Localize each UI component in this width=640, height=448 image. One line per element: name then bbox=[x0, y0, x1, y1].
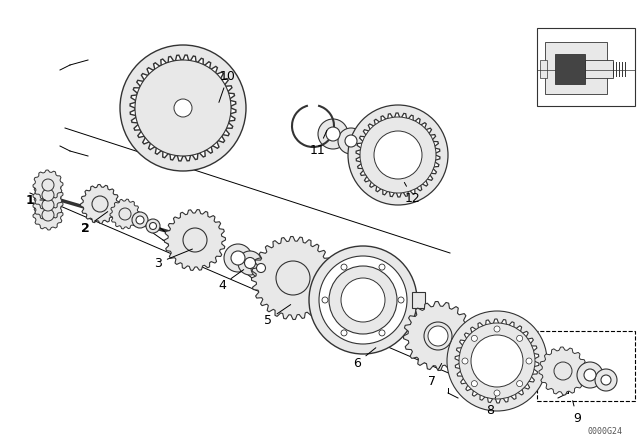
Circle shape bbox=[379, 330, 385, 336]
Text: 3: 3 bbox=[154, 249, 193, 270]
Circle shape bbox=[459, 323, 535, 399]
Circle shape bbox=[494, 326, 500, 332]
Text: 6: 6 bbox=[353, 348, 376, 370]
Text: 0000G24: 0000G24 bbox=[588, 427, 623, 436]
Circle shape bbox=[362, 142, 372, 152]
Circle shape bbox=[309, 246, 417, 354]
Polygon shape bbox=[455, 319, 539, 403]
Circle shape bbox=[42, 209, 54, 221]
Circle shape bbox=[584, 369, 596, 381]
Circle shape bbox=[132, 212, 148, 228]
Text: 10: 10 bbox=[219, 69, 236, 103]
Circle shape bbox=[341, 330, 347, 336]
Circle shape bbox=[516, 381, 523, 387]
Circle shape bbox=[257, 263, 266, 272]
Circle shape bbox=[601, 375, 611, 385]
Circle shape bbox=[374, 131, 422, 179]
Text: 1: 1 bbox=[26, 194, 45, 207]
Circle shape bbox=[428, 326, 448, 346]
Text: 2: 2 bbox=[81, 211, 108, 234]
Polygon shape bbox=[150, 76, 216, 141]
Circle shape bbox=[42, 179, 54, 191]
Circle shape bbox=[146, 219, 160, 233]
Text: 9: 9 bbox=[573, 401, 581, 425]
Text: 11: 11 bbox=[310, 130, 327, 156]
Circle shape bbox=[135, 60, 231, 156]
Circle shape bbox=[348, 105, 448, 205]
Bar bbox=[545, 42, 607, 94]
Polygon shape bbox=[403, 302, 472, 370]
Polygon shape bbox=[81, 185, 120, 224]
Circle shape bbox=[120, 45, 246, 171]
Bar bbox=[537, 331, 635, 401]
Polygon shape bbox=[539, 347, 587, 395]
Circle shape bbox=[136, 216, 144, 224]
Bar bbox=[537, 28, 635, 106]
Text: 8: 8 bbox=[486, 396, 496, 417]
Polygon shape bbox=[164, 210, 225, 271]
Circle shape bbox=[516, 336, 523, 341]
Circle shape bbox=[595, 369, 617, 391]
Circle shape bbox=[471, 335, 523, 387]
Circle shape bbox=[379, 264, 385, 270]
Circle shape bbox=[577, 362, 603, 388]
Polygon shape bbox=[130, 55, 236, 161]
Bar bbox=[555, 54, 585, 84]
Circle shape bbox=[462, 358, 468, 364]
Circle shape bbox=[341, 278, 385, 322]
Polygon shape bbox=[110, 199, 140, 229]
Circle shape bbox=[238, 251, 262, 275]
Polygon shape bbox=[33, 190, 63, 220]
Text: 7: 7 bbox=[428, 363, 442, 388]
Circle shape bbox=[360, 117, 436, 193]
Circle shape bbox=[494, 390, 500, 396]
Circle shape bbox=[92, 196, 108, 212]
Circle shape bbox=[338, 128, 364, 154]
Polygon shape bbox=[33, 200, 63, 230]
Circle shape bbox=[150, 223, 157, 229]
Circle shape bbox=[424, 322, 452, 350]
Circle shape bbox=[224, 244, 252, 272]
Circle shape bbox=[341, 264, 347, 270]
Polygon shape bbox=[356, 113, 440, 197]
Circle shape bbox=[554, 362, 572, 380]
Circle shape bbox=[472, 381, 477, 387]
Circle shape bbox=[472, 336, 477, 341]
Circle shape bbox=[170, 95, 196, 121]
Circle shape bbox=[318, 119, 348, 149]
Bar bbox=[585, 60, 613, 78]
Text: 12: 12 bbox=[404, 182, 421, 204]
Polygon shape bbox=[252, 237, 335, 319]
Circle shape bbox=[398, 297, 404, 303]
Polygon shape bbox=[33, 170, 63, 200]
Circle shape bbox=[119, 208, 131, 220]
Circle shape bbox=[319, 256, 407, 344]
Circle shape bbox=[326, 127, 340, 141]
Text: 4: 4 bbox=[218, 270, 244, 292]
Circle shape bbox=[329, 266, 397, 334]
Polygon shape bbox=[33, 180, 63, 210]
Circle shape bbox=[322, 297, 328, 303]
Circle shape bbox=[356, 136, 378, 158]
Circle shape bbox=[345, 135, 357, 147]
Circle shape bbox=[183, 228, 207, 252]
Circle shape bbox=[276, 261, 310, 295]
Circle shape bbox=[174, 99, 192, 117]
Circle shape bbox=[447, 311, 547, 411]
Circle shape bbox=[526, 358, 532, 364]
Circle shape bbox=[231, 251, 245, 265]
Circle shape bbox=[42, 199, 54, 211]
Bar bbox=[540, 60, 547, 78]
Circle shape bbox=[251, 258, 271, 278]
Text: 5: 5 bbox=[264, 305, 291, 327]
Circle shape bbox=[42, 189, 54, 201]
Bar bbox=[412, 292, 425, 308]
Circle shape bbox=[244, 258, 255, 268]
